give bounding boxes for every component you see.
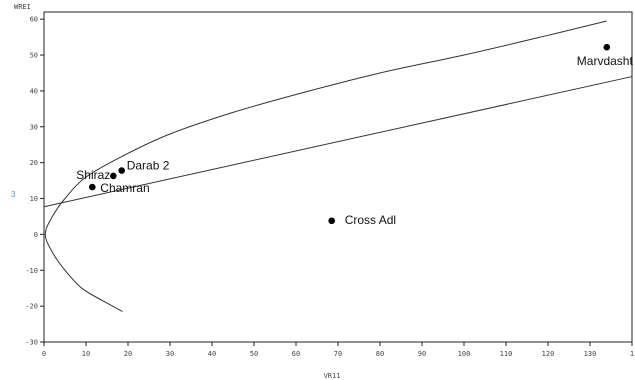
data-point	[118, 167, 125, 174]
x-tick-label: 10	[82, 350, 90, 358]
y-tick-label: 0	[34, 231, 38, 239]
x-tick-label: 70	[334, 350, 342, 358]
y-tick-label: -20	[25, 303, 38, 311]
x-tick-label: 20	[124, 350, 132, 358]
y-axis-ticks: -30 -20 -10 0 10 20 30 40 50 60	[25, 16, 44, 347]
y-tick-label: -10	[25, 267, 38, 275]
x-tick-label: 40	[208, 350, 216, 358]
side-mark: 3	[11, 190, 16, 199]
point-label: Cross Adl	[345, 213, 396, 227]
x-tick-label: 120	[542, 350, 555, 358]
data-point	[603, 43, 611, 51]
y-tick-label: 20	[30, 159, 38, 167]
data-point	[110, 172, 117, 180]
x-tick-label: 0	[42, 350, 46, 358]
y-tick-label: 30	[30, 123, 38, 131]
regression-line	[43, 76, 633, 208]
x-axis-ticks: 0 10 20 30 40 50 60 70 80 90 100 110 120 130 1	[42, 342, 634, 358]
y-tick-label: 10	[30, 195, 38, 203]
plot-frame	[43, 11, 633, 343]
point-label: Darab 2	[127, 159, 170, 173]
point-group: Shiraz Darab 2 Chamran Cross Adl Marvdasht	[76, 43, 634, 227]
x-tick-label: 100	[458, 350, 471, 358]
data-point	[328, 217, 336, 225]
y-tick-label: 60	[30, 16, 38, 24]
data-point	[89, 183, 96, 191]
y-axis-title: WREI	[14, 3, 31, 11]
x-tick-label: 90	[418, 350, 426, 358]
x-tick-label: 130	[584, 350, 597, 358]
x-tick-label: 110	[500, 350, 513, 358]
x-tick-label: 1	[630, 350, 634, 358]
y-tick-label: -30	[25, 339, 38, 347]
envelope-curve	[44, 20, 607, 312]
y-tick-label: 50	[30, 52, 38, 60]
point-label: Shiraz	[76, 168, 110, 182]
x-tick-label: 50	[250, 350, 258, 358]
line-group	[43, 76, 633, 208]
x-tick-label: 80	[376, 350, 384, 358]
point-label: Chamran	[100, 181, 149, 195]
x-tick-label: 30	[166, 350, 174, 358]
x-axis-title: VR11	[324, 372, 341, 380]
x-tick-label: 60	[292, 350, 300, 358]
point-label: Marvdasht	[577, 54, 634, 68]
curve-group	[44, 20, 607, 312]
y-tick-label: 40	[30, 87, 38, 95]
